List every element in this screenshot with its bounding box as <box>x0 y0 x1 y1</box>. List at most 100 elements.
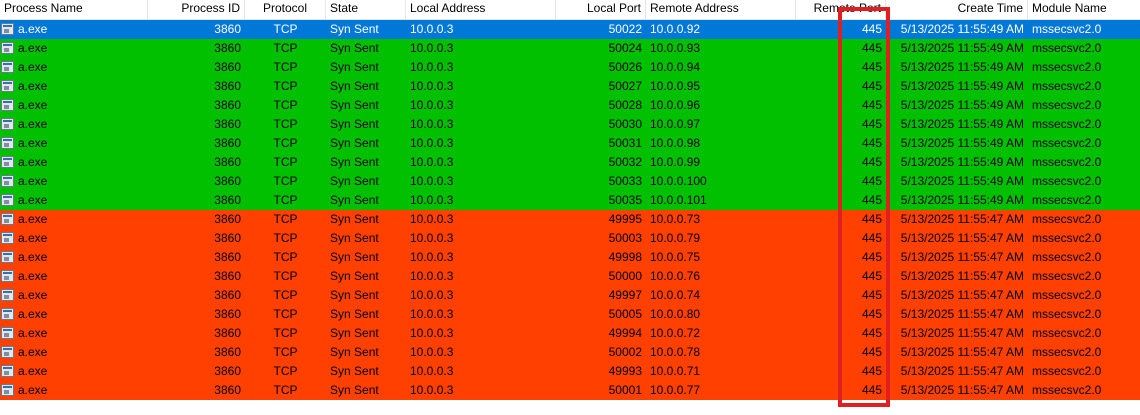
table-row[interactable]: a.exe 3860 TCP Syn Sent 10.0.0.3 50002 10.0.0.… <box>0 343 1140 362</box>
process-name-cell: a.exe <box>18 364 48 378</box>
table-row[interactable]: a.exe 3860 TCP Syn Sent 10.0.0.3 49995 10.0.0.… <box>0 210 1140 229</box>
table-row[interactable]: a.exe 3860 TCP Syn Sent 10.0.0.3 50005 10.0.0.… <box>0 305 1140 324</box>
local-port-cell: 49998 <box>608 250 642 264</box>
remote-address-cell: 10.0.0.93 <box>650 41 701 55</box>
process-icon <box>1 42 14 54</box>
process-id-cell: 3860 <box>214 307 241 321</box>
create-time-cell: 5/13/2025 11:55:47 AM <box>900 269 1024 283</box>
table-row[interactable]: a.exe 3860 TCP Syn Sent 10.0.0.3 50001 10.0.0.… <box>0 381 1140 400</box>
remote-address-cell: 10.0.0.99 <box>650 155 701 169</box>
state-cell: Syn Sent <box>330 288 379 302</box>
table-row[interactable]: a.exe 3860 TCP Syn Sent 10.0.0.3 50027 10.0.0.… <box>0 77 1140 96</box>
process-icon <box>1 308 14 320</box>
process-name-cell: a.exe <box>18 231 48 245</box>
local-address-cell: 10.0.0.3 <box>410 136 454 150</box>
create-time-cell: 5/13/2025 11:55:49 AM <box>900 41 1024 55</box>
local-port-cell: 49993 <box>608 364 642 378</box>
local-port-cell: 50002 <box>608 345 642 359</box>
module-name-cell: mssecsvc2.0 <box>1032 155 1102 169</box>
process-name-cell: a.exe <box>18 345 48 359</box>
state-cell: Syn Sent <box>330 307 379 321</box>
remote-address-cell: 10.0.0.71 <box>650 364 701 378</box>
local-address-cell: 10.0.0.3 <box>410 383 454 397</box>
create-time-cell: 5/13/2025 11:55:49 AM <box>900 117 1024 131</box>
process-icon <box>1 23 14 35</box>
process-name-cell: a.exe <box>18 383 48 397</box>
column-header-create-time[interactable]: Create Time <box>886 0 1028 19</box>
table-row[interactable]: a.exe 3860 TCP Syn Sent 10.0.0.3 50022 10.0.0.… <box>0 20 1140 39</box>
state-cell: Syn Sent <box>330 136 379 150</box>
column-header-local-address[interactable]: Local Address <box>406 0 556 19</box>
local-port-cell: 50032 <box>608 155 642 169</box>
state-cell: Syn Sent <box>330 155 379 169</box>
local-address-cell: 10.0.0.3 <box>410 41 454 55</box>
table-row[interactable]: a.exe 3860 TCP Syn Sent 10.0.0.3 50024 10.0.0.… <box>0 39 1140 58</box>
module-name-cell: mssecsvc2.0 <box>1032 174 1102 188</box>
remote-address-cell: 10.0.0.79 <box>650 231 701 245</box>
table-row[interactable]: a.exe 3860 TCP Syn Sent 10.0.0.3 50035 10.0.0.… <box>0 191 1140 210</box>
process-id-cell: 3860 <box>214 269 241 283</box>
process-name-cell: a.exe <box>18 193 48 207</box>
local-address-cell: 10.0.0.3 <box>410 60 454 74</box>
protocol-cell: TCP <box>273 307 298 321</box>
remote-address-cell: 10.0.0.72 <box>650 326 701 340</box>
remote-address-cell: 10.0.0.100 <box>650 174 707 188</box>
remote-port-cell: 445 <box>861 269 882 283</box>
process-id-cell: 3860 <box>214 326 241 340</box>
protocol-cell: TCP <box>273 288 298 302</box>
remote-address-cell: 10.0.0.96 <box>650 98 701 112</box>
process-icon <box>1 289 14 301</box>
column-header-protocol[interactable]: Protocol <box>245 0 326 19</box>
local-port-cell: 50027 <box>608 79 642 93</box>
process-icon <box>1 99 14 111</box>
process-name-cell: a.exe <box>18 60 48 74</box>
local-port-cell: 49997 <box>608 288 642 302</box>
column-header-state[interactable]: State <box>326 0 406 19</box>
local-port-cell: 50033 <box>608 174 642 188</box>
table-row[interactable]: a.exe 3860 TCP Syn Sent 10.0.0.3 49994 10.0.0.… <box>0 324 1140 343</box>
process-id-cell: 3860 <box>214 22 241 36</box>
protocol-cell: TCP <box>273 98 298 112</box>
process-id-cell: 3860 <box>214 193 241 207</box>
table-row[interactable]: a.exe 3860 TCP Syn Sent 10.0.0.3 50032 10.0.0.… <box>0 153 1140 172</box>
table-row[interactable]: a.exe 3860 TCP Syn Sent 10.0.0.3 49997 10.0.0.… <box>0 286 1140 305</box>
remote-port-cell: 445 <box>861 326 882 340</box>
column-header-process-id[interactable]: Process ID <box>148 0 245 19</box>
state-cell: Syn Sent <box>330 60 379 74</box>
table-row[interactable]: a.exe 3860 TCP Syn Sent 10.0.0.3 50000 10.0.0.… <box>0 267 1140 286</box>
table-row[interactable]: a.exe 3860 TCP Syn Sent 10.0.0.3 50030 10.0.0.… <box>0 115 1140 134</box>
create-time-cell: 5/13/2025 11:55:49 AM <box>900 98 1024 112</box>
remote-address-cell: 10.0.0.77 <box>650 383 701 397</box>
module-name-cell: mssecsvc2.0 <box>1032 250 1102 264</box>
process-name-cell: a.exe <box>18 22 48 36</box>
process-icon <box>1 156 14 168</box>
table-row[interactable]: a.exe 3860 TCP Syn Sent 10.0.0.3 50028 10.0.0.… <box>0 96 1140 115</box>
protocol-cell: TCP <box>273 383 298 397</box>
table-row[interactable]: a.exe 3860 TCP Syn Sent 10.0.0.3 50031 10.0.0.… <box>0 134 1140 153</box>
process-name-cell: a.exe <box>18 212 48 226</box>
state-cell: Syn Sent <box>330 79 379 93</box>
create-time-cell: 5/13/2025 11:55:47 AM <box>900 250 1024 264</box>
local-port-cell: 50022 <box>608 22 642 36</box>
column-header-process-name[interactable]: Process Name <box>0 0 148 19</box>
table-row[interactable]: a.exe 3860 TCP Syn Sent 10.0.0.3 50003 10.0.0.… <box>0 229 1140 248</box>
local-address-cell: 10.0.0.3 <box>410 193 454 207</box>
remote-port-cell: 445 <box>861 117 882 131</box>
column-header-module-name[interactable]: Module Name <box>1032 1 1107 15</box>
process-name-cell: a.exe <box>18 117 48 131</box>
column-header-local-port[interactable]: Local Port <box>556 0 646 19</box>
local-address-cell: 10.0.0.3 <box>410 231 454 245</box>
remote-port-cell: 445 <box>861 174 882 188</box>
column-header-remote-address[interactable]: Remote Address <box>646 0 796 19</box>
create-time-cell: 5/13/2025 11:55:49 AM <box>900 155 1024 169</box>
state-cell: Syn Sent <box>330 22 379 36</box>
remote-port-cell: 445 <box>861 383 882 397</box>
process-icon <box>1 251 14 263</box>
table-row[interactable]: a.exe 3860 TCP Syn Sent 10.0.0.3 50033 10.0.0.… <box>0 172 1140 191</box>
state-cell: Syn Sent <box>330 117 379 131</box>
column-header-remote-port[interactable]: Remote Port <box>796 0 886 19</box>
table-row[interactable]: a.exe 3860 TCP Syn Sent 10.0.0.3 49993 10.0.0.… <box>0 362 1140 381</box>
table-row[interactable]: a.exe 3860 TCP Syn Sent 10.0.0.3 49998 10.0.0.… <box>0 248 1140 267</box>
table-row[interactable]: a.exe 3860 TCP Syn Sent 10.0.0.3 50026 10.0.0.… <box>0 58 1140 77</box>
state-cell: Syn Sent <box>330 231 379 245</box>
